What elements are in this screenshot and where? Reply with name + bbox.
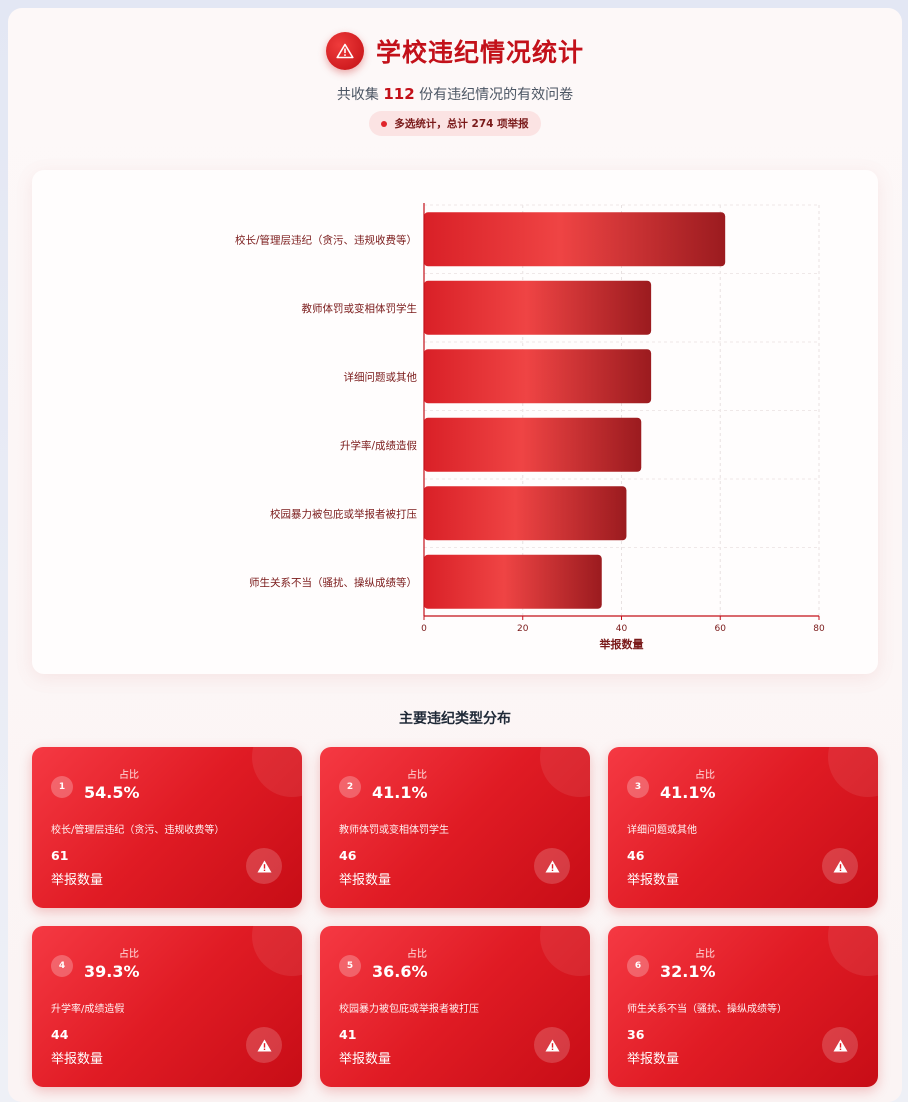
report-count: 46 bbox=[339, 848, 357, 863]
x-axis-label: 举报数量 bbox=[599, 637, 644, 651]
category-label: 升学率/成绩造假 bbox=[340, 439, 418, 452]
ratio-label: 占比 bbox=[695, 770, 715, 781]
status-badge: 多选统计，总计 274 项举报 bbox=[369, 111, 541, 136]
survey-count: 112 bbox=[383, 85, 415, 103]
ratio-value: 41.1% bbox=[372, 783, 428, 802]
report-count: 61 bbox=[51, 848, 69, 863]
stat-card[interactable]: 5 占比 36.6% 校园暴力被包庇或举报者被打压 41 举报数量 bbox=[320, 926, 590, 1087]
x-tick-label: 40 bbox=[616, 624, 628, 634]
bar[interactable] bbox=[424, 417, 642, 472]
rank-badge: 4 bbox=[51, 955, 73, 977]
ratio-value: 54.5% bbox=[84, 783, 140, 802]
category-name: 校长/管理层违纪（贪污、违规收费等） bbox=[51, 825, 225, 836]
bar[interactable] bbox=[424, 554, 602, 609]
card-decoration bbox=[540, 747, 590, 797]
rank-badge: 2 bbox=[339, 776, 361, 798]
ratio-label: 占比 bbox=[407, 770, 427, 781]
warning-icon bbox=[534, 848, 570, 884]
x-tick-label: 80 bbox=[813, 624, 825, 634]
ratio-value: 32.1% bbox=[660, 962, 716, 981]
report-count-label: 举报数量 bbox=[51, 873, 104, 888]
warning-icon bbox=[822, 848, 858, 884]
stat-card[interactable]: 2 占比 41.1% 教师体罚或变相体罚学生 46 举报数量 bbox=[320, 747, 590, 908]
stat-card[interactable]: 1 占比 54.5% 校长/管理层违纪（贪污、违规收费等） 61 举报数量 bbox=[32, 747, 302, 908]
report-count-label: 举报数量 bbox=[339, 873, 392, 888]
ratio-label: 占比 bbox=[695, 949, 715, 960]
category-label: 详细问题或其他 bbox=[344, 370, 418, 383]
title-row: 学校违纪情况统计 bbox=[8, 32, 902, 70]
stat-card[interactable]: 4 占比 39.3% 升学率/成绩造假 44 举报数量 bbox=[32, 926, 302, 1087]
report-count-label: 举报数量 bbox=[51, 1052, 104, 1067]
report-count-label: 举报数量 bbox=[339, 1052, 392, 1067]
report-count-label: 举报数量 bbox=[627, 1052, 680, 1067]
bar[interactable] bbox=[424, 280, 652, 335]
card-decoration bbox=[252, 926, 302, 976]
card-decoration bbox=[252, 747, 302, 797]
page-title: 学校违纪情况统计 bbox=[375, 38, 584, 67]
rank-badge: 3 bbox=[627, 776, 649, 798]
card-decoration bbox=[540, 926, 590, 976]
ratio-label: 占比 bbox=[119, 949, 139, 960]
subtitle-prefix: 共收集 bbox=[336, 87, 379, 103]
ratio-value: 41.1% bbox=[660, 783, 716, 802]
category-name: 详细问题或其他 bbox=[627, 825, 697, 836]
stat-card[interactable]: 3 占比 41.1% 详细问题或其他 46 举报数量 bbox=[608, 747, 878, 908]
bar[interactable] bbox=[424, 486, 627, 541]
category-label: 教师体罚或变相体罚学生 bbox=[302, 302, 418, 315]
bar-chart: 校长/管理层违纪（贪污、违规收费等） 教师体罚或变相体罚学生详细问题或其他升学率/… bbox=[235, 203, 825, 651]
category-label: 师生关系不当（骚扰、操纵成绩等） bbox=[249, 576, 417, 589]
x-tick-label: 20 bbox=[517, 624, 529, 634]
subtitle: 共收集 112 份有违纪情况的有效问卷 bbox=[8, 84, 902, 104]
report-count: 36 bbox=[627, 1027, 645, 1042]
stat-card[interactable]: 6 占比 32.1% 师生关系不当（骚扰、操纵成绩等） 36 举报数量 bbox=[608, 926, 878, 1087]
card-decoration bbox=[828, 747, 878, 797]
report-count: 46 bbox=[627, 848, 645, 863]
rank-badge: 5 bbox=[339, 955, 361, 977]
bar[interactable] bbox=[424, 349, 652, 404]
warning-icon bbox=[534, 1027, 570, 1063]
ratio-label: 占比 bbox=[119, 770, 139, 781]
card-decoration bbox=[828, 926, 878, 976]
bar[interactable] bbox=[424, 212, 726, 267]
warning-icon bbox=[246, 1027, 282, 1063]
section-title: 主要违纪类型分布 bbox=[399, 711, 511, 727]
rank-badge: 6 bbox=[627, 955, 649, 977]
category-name: 校园暴力被包庇或举报者被打压 bbox=[339, 1004, 479, 1015]
category-name: 升学率/成绩造假 bbox=[51, 1004, 125, 1015]
warning-icon bbox=[325, 32, 364, 70]
report-count: 44 bbox=[51, 1027, 69, 1042]
page: 学校违纪情况统计 共收集 112 份有违纪情况的有效问卷 多选统计，总计 274… bbox=[8, 8, 902, 1102]
chart-card: 校长/管理层违纪（贪污、违规收费等） 教师体罚或变相体罚学生详细问题或其他 升学率/… bbox=[32, 170, 878, 674]
ratio-label: 占比 bbox=[407, 949, 427, 960]
ratio-value: 39.3% bbox=[84, 962, 140, 981]
report-count-label: 举报数量 bbox=[627, 873, 680, 888]
warning-icon bbox=[822, 1027, 858, 1063]
x-tick-label: 60 bbox=[715, 624, 727, 634]
category-label: 校园暴力被包庇或举报者被打压 bbox=[270, 507, 417, 520]
ratio-value: 36.6% bbox=[372, 962, 428, 981]
rank-badge: 1 bbox=[51, 776, 73, 798]
category-name: 师生关系不当（骚扰、操纵成绩等） bbox=[627, 1004, 787, 1015]
badge-dot-icon bbox=[381, 120, 388, 127]
badge-text: 多选统计，总计 274 项举报 bbox=[394, 118, 529, 130]
category-name: 教师体罚或变相体罚学生 bbox=[339, 825, 449, 836]
category-label: 校长/管理层违纪（贪污、违规收费等） bbox=[235, 233, 417, 246]
warning-icon bbox=[246, 848, 282, 884]
report-count: 41 bbox=[339, 1027, 357, 1042]
subtitle-suffix: 份有违纪情况的有效问卷 bbox=[419, 87, 574, 103]
x-tick-label: 0 bbox=[421, 624, 427, 634]
